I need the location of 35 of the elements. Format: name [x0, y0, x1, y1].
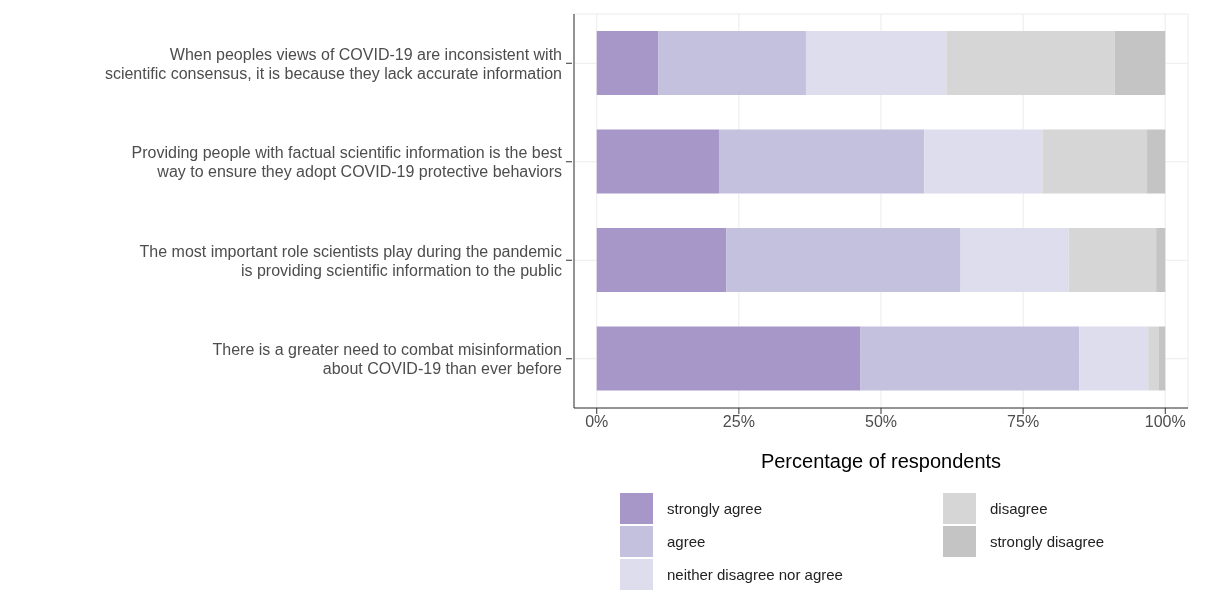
bar — [805, 31, 947, 95]
x-tick-label: 50% — [864, 413, 898, 431]
bar — [860, 326, 1080, 391]
bar — [1068, 228, 1157, 292]
legend-label: agree — [667, 533, 706, 550]
bar — [1148, 326, 1160, 391]
x-tick-label: 25% — [722, 413, 755, 431]
bar — [658, 31, 806, 95]
bar — [726, 228, 961, 292]
bar — [596, 31, 659, 95]
y-tick-label: Providing people with factual scientific information is the best way to ensure they adopt COVID-19 protective behaviors — [131, 143, 563, 180]
x-tick-label: 75% — [1007, 413, 1040, 431]
bar — [596, 326, 861, 391]
y-tick-label: There is a greater need to combat misinformation about COVID-19 than ever before — [212, 340, 563, 377]
bar — [1042, 129, 1148, 194]
bar — [960, 228, 1069, 292]
bar — [946, 31, 1115, 95]
x-tick-label: 100% — [1144, 413, 1186, 431]
bar — [1159, 326, 1166, 391]
x-tick-label: 0% — [585, 413, 609, 431]
bar — [596, 129, 719, 194]
y-tick-label: When peoples views of COVID-19 are inconsistent with scientific consensus, it is because they lack accurate information — [104, 45, 562, 82]
legend-label: disagree — [989, 500, 1048, 517]
bar — [1156, 228, 1166, 292]
bar — [924, 129, 1043, 194]
legend-label: strongly disagree — [989, 533, 1105, 550]
legend-label: neither disagree nor agree — [667, 566, 843, 583]
bar — [1114, 31, 1166, 95]
bar — [718, 129, 925, 194]
y-tick-label: The most important role scientists play during the pandemic is providing scientific information to the public — [139, 242, 562, 279]
x-axis-title: Percentage of respondents — [760, 450, 1002, 472]
bar — [1147, 129, 1166, 194]
legend-label: strongly agree — [667, 500, 763, 517]
bar — [596, 228, 727, 292]
bar — [1079, 326, 1149, 391]
